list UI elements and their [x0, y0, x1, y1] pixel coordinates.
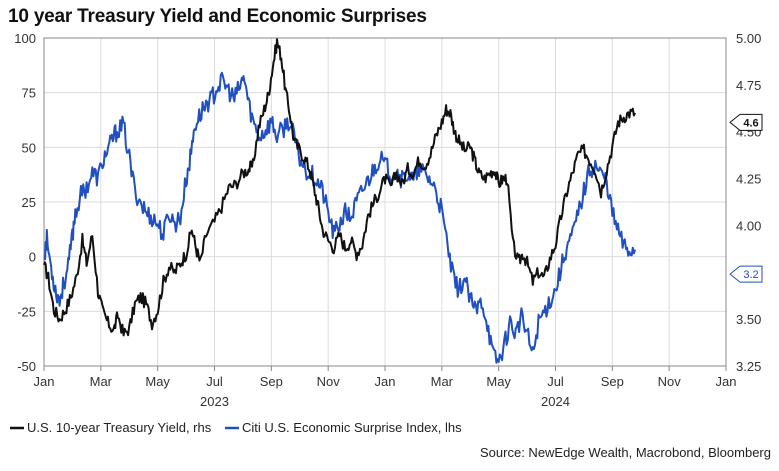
left-tick-label: 100: [14, 31, 36, 46]
left-tick-label: 50: [22, 140, 36, 155]
x-tick-label: Jan: [34, 374, 55, 389]
x-tick-label: Nov: [317, 374, 341, 389]
series-layer: [43, 38, 637, 364]
left-tick-label: 75: [22, 86, 36, 101]
right-tick-label: 3.25: [736, 359, 761, 374]
year-label: 2024: [541, 394, 570, 409]
last-value-callout-surprise: 3.2: [729, 265, 763, 283]
x-tick-label: Jan: [375, 374, 396, 389]
left-tick-label: 25: [22, 195, 36, 210]
x-axis-ticks: Jan Mar May Jul Sep Nov Jan Mar May Jul Sep Nov Jan 2…: [34, 366, 737, 409]
right-tick-label: 4.75: [736, 78, 761, 93]
x-tick-label: Sep: [601, 374, 624, 389]
last-value-callouts: 3.2 4.6: [729, 113, 763, 283]
x-tick-label: Jul: [547, 374, 564, 389]
right-axis-ticks: 5.004.754.504.254.003.753.503.25: [736, 31, 761, 374]
year-label: 2023: [200, 394, 229, 409]
right-tick-label: 4.00: [736, 218, 761, 233]
grid-layer: [43, 37, 727, 367]
left-tick-label: -25: [17, 304, 36, 319]
x-tick-label: Nov: [658, 374, 682, 389]
x-tick-label: Mar: [90, 374, 113, 389]
legend: U.S. 10-year Treasury Yield, rhs Citi U.…: [10, 420, 462, 435]
callout-value: 3.2: [743, 269, 758, 281]
series-line-yield: [43, 38, 637, 337]
callout-box: [729, 113, 763, 131]
last-value-callout-yield: 4.6: [729, 113, 763, 131]
series-line-surprise: [43, 71, 637, 364]
right-tick-label: 3.50: [736, 312, 761, 327]
x-tick-label: Mar: [431, 374, 454, 389]
legend-label-yield: U.S. 10-year Treasury Yield, rhs: [27, 420, 212, 435]
right-tick-label: 4.25: [736, 172, 761, 187]
source-note: Source: NewEdge Wealth, Macrobond, Bloom…: [480, 445, 771, 460]
x-tick-label: Jul: [206, 374, 223, 389]
legend-label-surprise: Citi U.S. Economic Surprise Index, lhs: [242, 420, 462, 435]
left-axis-ticks: 100 75 50 25 0 -25 -50: [14, 31, 36, 374]
callout-value: 4.6: [743, 117, 758, 129]
left-tick-label: 0: [29, 250, 36, 265]
callout-box: [729, 265, 763, 283]
x-tick-label: Sep: [260, 374, 283, 389]
left-tick-label: -50: [17, 359, 36, 374]
chart-title: 10 year Treasury Yield and Economic Surp…: [8, 6, 427, 27]
x-tick-label: May: [145, 374, 170, 389]
x-tick-label: Jan: [716, 374, 737, 389]
x-tick-label: May: [486, 374, 511, 389]
right-tick-label: 5.00: [736, 31, 761, 46]
